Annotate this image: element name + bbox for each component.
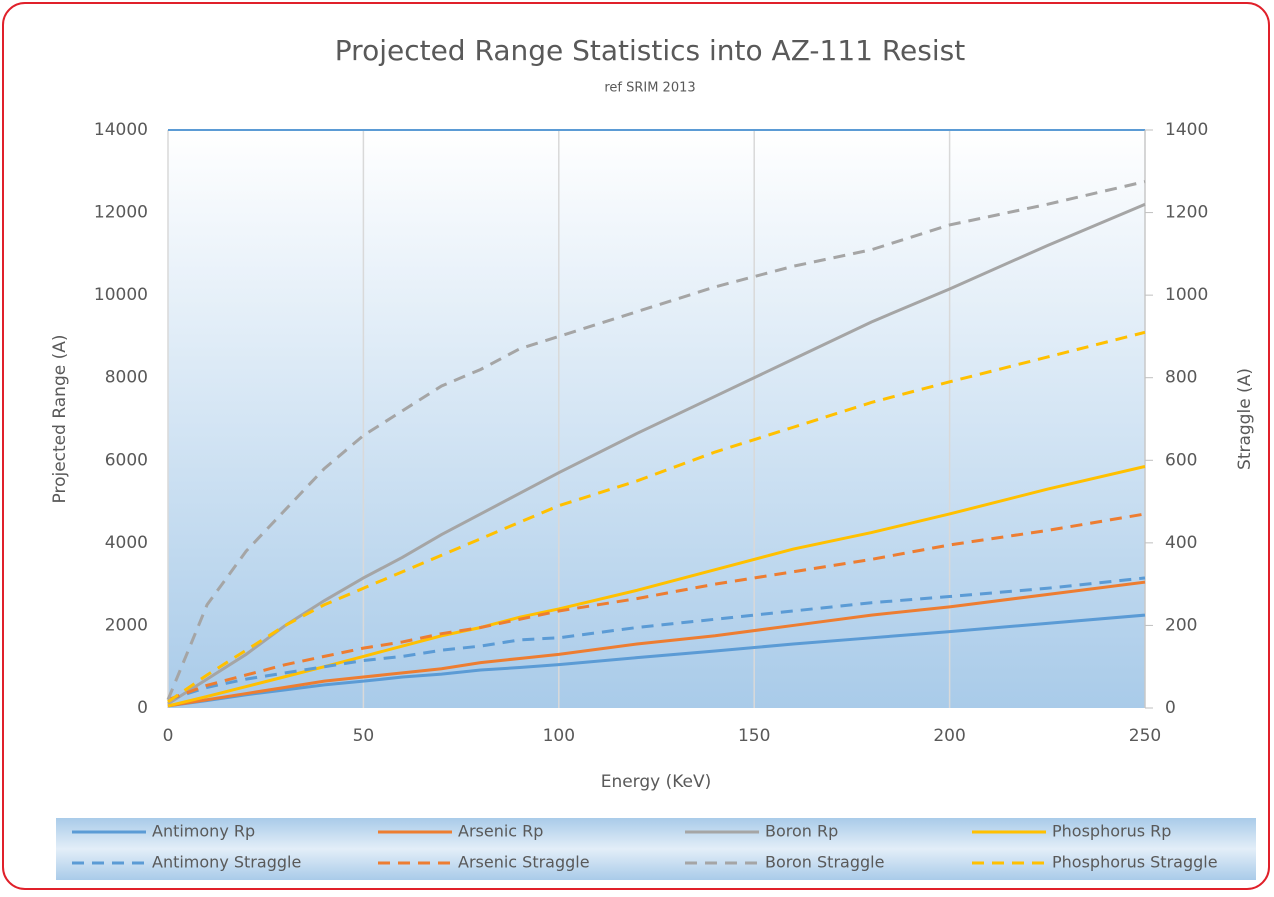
plot-area xyxy=(168,130,1145,708)
y2-tick-label: 1000 xyxy=(1165,285,1208,305)
legend-label: Boron Straggle xyxy=(765,853,884,872)
legend-box xyxy=(56,818,1256,880)
y2-tick-label: 0 xyxy=(1165,698,1176,718)
y2-tick-label: 200 xyxy=(1165,615,1197,635)
legend-label: Arsenic Rp xyxy=(458,822,543,841)
legend-label: Phosphorus Rp xyxy=(1052,822,1171,841)
y2-tick-label: 600 xyxy=(1165,450,1197,470)
y-tick-label: 8000 xyxy=(105,368,148,388)
series-line xyxy=(166,180,1146,701)
x-tick-label: 250 xyxy=(1129,726,1161,746)
y-tick-label: 2000 xyxy=(105,615,148,635)
series-line xyxy=(167,576,1146,702)
series-line xyxy=(167,512,1146,702)
series-line xyxy=(167,580,1146,708)
legend-label: Antimony Rp xyxy=(152,822,255,841)
y2-axis-label: Straggle (A) xyxy=(1235,368,1255,470)
x-tick-label: 200 xyxy=(933,726,965,746)
chart-title: Projected Range Statistics into AZ-111 R… xyxy=(335,34,965,67)
y2-tick-label: 400 xyxy=(1165,533,1197,553)
y2-tick-label: 1200 xyxy=(1165,203,1208,223)
x-tick-label: 0 xyxy=(163,726,174,746)
chart-subtitle: ref SRIM 2013 xyxy=(604,81,695,96)
y2-tick-label: 800 xyxy=(1165,368,1197,388)
y-tick-label: 12000 xyxy=(94,203,148,223)
y-axis-label: Projected Range (A) xyxy=(50,335,70,504)
series-line xyxy=(167,613,1146,708)
y-tick-label: 10000 xyxy=(94,285,148,305)
legend-label: Arsenic Straggle xyxy=(458,853,590,872)
y-tick-label: 6000 xyxy=(105,450,148,470)
x-tick-label: 150 xyxy=(738,726,770,746)
x-tick-label: 100 xyxy=(543,726,575,746)
x-tick-label: 50 xyxy=(353,726,375,746)
legend-label: Antimony Straggle xyxy=(152,853,301,872)
legend-label: Boron Rp xyxy=(765,822,838,841)
legend-label: Phosphorus Straggle xyxy=(1052,853,1218,872)
y-tick-label: 4000 xyxy=(105,533,148,553)
y2-tick-label: 1400 xyxy=(1165,120,1208,140)
series-line xyxy=(167,330,1146,704)
y-tick-label: 0 xyxy=(137,698,148,718)
y-tick-label: 14000 xyxy=(94,120,148,140)
x-axis-label: Energy (KeV) xyxy=(601,772,712,792)
